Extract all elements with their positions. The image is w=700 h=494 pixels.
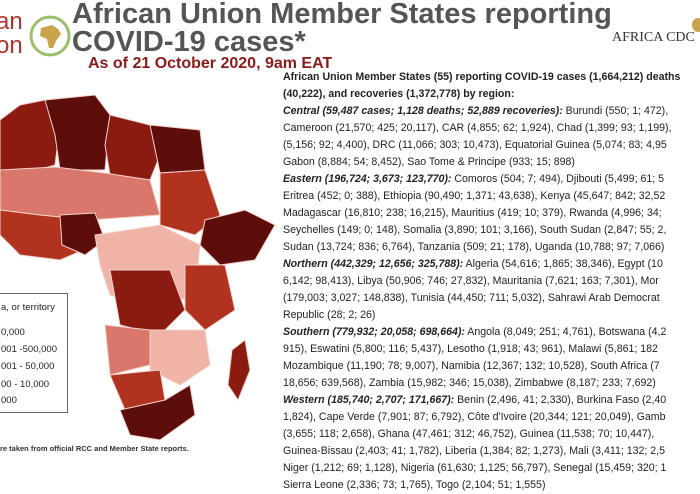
- regional-summary-text: African Union Member States (55) reporti…: [283, 69, 700, 494]
- legend-item: 001 -500,000: [1, 344, 57, 355]
- africa-cdc-logo: AFRICA CDC: [612, 30, 695, 45]
- summary-line: (179,003; 3,027; 148,838), Tunisia (44,4…: [283, 290, 700, 307]
- summary-line: Eastern (196,724; 3,673; 123,770): Comor…: [283, 171, 700, 188]
- org-name-line1: an: [0, 8, 23, 35]
- date-subtitle: As of 21 October 2020, 9am EAT: [88, 55, 333, 72]
- region-south-africa: [119, 384, 196, 441]
- summary-text: (40,222), and recoveries (1,372,778) by …: [283, 88, 515, 100]
- summary-line: African Union Member States (55) reporti…: [283, 69, 700, 86]
- summary-text: Niger (1,212; 69; 1,128), Nigeria (61,63…: [283, 462, 667, 474]
- region-egypt: [149, 124, 206, 174]
- summary-text: Algeria (54,616; 1,865; 38,346), Egypt (…: [463, 258, 663, 270]
- summary-line: 6,142; 98,413), Libya (50,906; 746; 27,8…: [283, 273, 700, 290]
- summary-text: Cameroon (21,570; 425; 20,117), CAR (4,8…: [283, 122, 672, 134]
- summary-text: 1,824), Cape Verde (7,901; 87; 6,792), C…: [283, 411, 666, 423]
- summary-line: Gabon (8,884; 54; 8,452), Sao Tome & Pri…: [283, 154, 700, 171]
- source-footnote: re taken from official RCC and Member St…: [0, 444, 189, 453]
- summary-text: Sudan (13,724; 836; 6,764), Tanzania (50…: [283, 241, 665, 253]
- region-nigeria: [59, 212, 106, 256]
- summary-line: Sierra Leone (2,336; 73; 1,765), Togo (2…: [283, 477, 700, 494]
- title-line1: African Union Member States reporting: [72, 0, 612, 30]
- summary-text: 915), Eswatini (5,800; 116; 5,437), Leso…: [283, 343, 658, 355]
- legend-item: 000: [1, 395, 17, 406]
- summary-line: Niger (1,212; 69; 1,128), Nigeria (61,63…: [283, 460, 700, 477]
- summary-text: Seychelles (149; 0; 148), Somalia (3,890…: [283, 224, 667, 236]
- summary-text: Guinea-Bissau (2,403; 41; 1,782), Liberi…: [283, 445, 666, 457]
- summary-line: Eritrea (452; 0; 388), Ethiopia (90,490;…: [283, 188, 700, 205]
- summary-line: 915), Eswatini (5,800; 116; 5,437), Leso…: [283, 341, 700, 358]
- summary-line: Southern (779,932; 20,058; 698,664): Ang…: [283, 324, 700, 341]
- summary-text: Comoros (504; 7; 494), Djibouti (5,499; …: [451, 173, 665, 185]
- summary-line: Western (185,740; 2,707; 171,667): Benin…: [283, 392, 700, 409]
- summary-text: Mozambique (11,190; 78; 9,007), Namibia …: [283, 360, 660, 372]
- summary-text: Eritrea (452; 0; 388), Ethiopia (90,490;…: [283, 190, 666, 202]
- summary-line: (3,655; 118; 2,658), Ghana (47,461; 312;…: [283, 426, 700, 443]
- region-heading: Eastern (196,724; 3,673; 123,770):: [283, 173, 452, 185]
- summary-text: 6,142; 98,413), Libya (50,906; 746; 27,8…: [283, 275, 659, 287]
- summary-text: (179,003; 3,027; 148,838), Tunisia (44,4…: [283, 292, 660, 304]
- legend-item: 00 - 10,000: [1, 379, 50, 390]
- summary-text: Benin (2,496, 41; 2,330), Burkina Faso (…: [454, 394, 667, 406]
- summary-line: Seychelles (149; 0; 148), Somalia (3,890…: [283, 222, 700, 239]
- title-line2: COVID-19 cases*: [72, 26, 306, 58]
- summary-text: 18,656; 639,568), Zambia (15,982; 346; 1…: [283, 377, 656, 389]
- region-east: [184, 264, 236, 331]
- region-angola: [104, 324, 151, 376]
- region-zambia-moz: [149, 329, 211, 386]
- legend-title: a, or territory: [1, 302, 55, 313]
- summary-line: (40,222), and recoveries (1,372,778) by …: [283, 86, 700, 103]
- summary-line: Central (59,487 cases; 1,128 deaths; 52,…: [283, 103, 700, 120]
- summary-line: Republic (28; 2; 26): [283, 307, 700, 324]
- africa-cdc-logo-mark: [692, 18, 700, 32]
- region-drc: [109, 269, 186, 336]
- summary-text: Sierra Leone (2,336; 73; 1,765), Togo (2…: [283, 479, 546, 491]
- summary-line: Guinea-Bissau (2,403; 41; 1,782), Liberi…: [283, 443, 700, 460]
- legend-item: 0,000: [1, 327, 25, 338]
- summary-line: Sudan (13,724; 836; 6,764), Tanzania (50…: [283, 239, 700, 256]
- summary-line: 1,824), Cape Verde (7,901; 87; 6,792), C…: [283, 409, 700, 426]
- legend-item: 001 - 50,000: [1, 361, 55, 372]
- summary-line: (5,156; 92; 4,400), DRC (11,066; 303; 10…: [283, 137, 700, 154]
- region-heading: Northern (442,329; 12,656; 325,788):: [283, 258, 464, 270]
- region-ethiopia: [199, 209, 276, 266]
- africa-choropleth-map: [0, 95, 276, 441]
- summary-text: (3,655; 118; 2,658), Ghana (47,461; 312;…: [283, 428, 655, 440]
- summary-line: Mozambique (11,190; 78; 9,007), Namibia …: [283, 358, 700, 375]
- region-heading: Central (59,487 cases; 1,128 deaths; 52,…: [283, 105, 563, 117]
- map-legend: a, or territory 0,000 001 -500,000 001 -…: [0, 293, 68, 413]
- summary-text: African Union Member States (55) reporti…: [283, 71, 681, 83]
- region-algeria: [44, 95, 111, 171]
- summary-line: Cameroon (21,570; 425; 20,117), CAR (4,8…: [283, 120, 700, 137]
- summary-line: Northern (442,329; 12,656; 325,788): Alg…: [283, 256, 700, 273]
- region-madagascar: [227, 339, 251, 402]
- region-heading: Western (185,740; 2,707; 171,667):: [283, 394, 455, 406]
- summary-text: (5,156; 92; 4,400), DRC (11,066; 303; 10…: [283, 139, 667, 151]
- summary-text: Burundi (550; 1; 472),: [562, 105, 669, 117]
- summary-text: Angola (8,049; 251; 4,761), Botswana (4,…: [464, 326, 667, 338]
- region-heading: Southern (779,932; 20,058; 698,664):: [283, 326, 465, 338]
- summary-text: Gabon (8,884; 54; 8,452), Sao Tome & Pri…: [283, 156, 575, 168]
- summary-text: Madagascar (16,810; 238; 16,215), Maurit…: [283, 207, 662, 219]
- summary-line: 18,656; 639,568), Zambia (15,982; 346; 1…: [283, 375, 700, 392]
- org-name-line2: on: [0, 32, 23, 59]
- african-union-logo: [29, 15, 71, 57]
- summary-text: Republic (28; 2; 26): [283, 309, 376, 321]
- summary-line: Madagascar (16,810; 238; 16,215), Maurit…: [283, 205, 700, 222]
